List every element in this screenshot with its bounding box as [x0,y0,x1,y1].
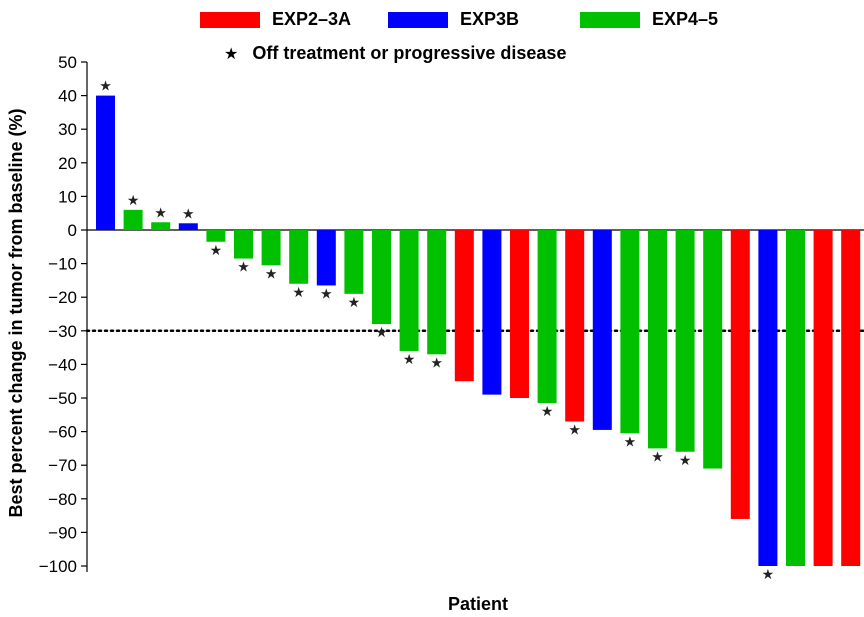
bar [482,230,502,395]
bar [261,230,281,266]
bar [289,230,309,284]
bar-star-marker: ★ [624,434,637,450]
bar [178,223,198,230]
bar [648,230,667,449]
bars-layer [96,95,861,566]
legend-swatch-exp2-3a [200,11,260,28]
legend-label-exp2-3a: EXP2–3A [272,9,352,29]
legend-label-exp4-5: EXP4–5 [652,9,719,29]
y-tick-label: 30 [58,120,77,139]
bar [813,230,833,566]
bar [454,230,474,382]
y-tick-label: −70 [48,456,77,475]
y-tick-label: −30 [48,322,77,341]
bar-star-marker: ★ [292,285,305,301]
bar-star-marker: ★ [182,206,195,222]
bar-star-marker: ★ [651,449,664,465]
legend-label-exp3b: EXP3B [460,9,520,29]
bar [565,230,585,422]
y-tick-label: −90 [48,523,77,542]
bar [841,230,861,566]
bar [537,230,557,404]
bar-star-marker: ★ [99,79,112,95]
bar-star-marker: ★ [375,325,388,341]
legend-item-marker: ★ Off treatment or progressive disease [224,43,566,64]
bar-star-marker: ★ [265,266,278,282]
bar [399,230,419,351]
y-tick-label: −40 [48,355,77,374]
bar [620,230,640,434]
bar [234,230,253,259]
legend-swatch-exp4-5 [580,11,640,28]
bar [123,209,143,230]
y-tick-label: 10 [58,187,77,206]
legend-item-exp4-5: EXP4–5 [580,9,718,30]
bar [786,230,805,566]
bar-star-marker: ★ [762,567,775,583]
bar [703,230,723,469]
bar [344,230,364,294]
bar [96,95,115,230]
legend-item-exp2-3a: EXP2–3A [200,9,351,30]
y-tick-label: −80 [48,490,77,509]
y-tick-label: −60 [48,423,77,442]
y-tick-label: −10 [48,255,77,274]
bar-star-marker: ★ [210,243,223,259]
bar-star-marker: ★ [237,260,250,276]
bar [316,230,336,286]
bar [510,230,529,398]
bar-star-marker: ★ [348,295,361,311]
bar-star-marker: ★ [568,423,581,439]
bar [592,230,612,430]
y-tick-label: −20 [48,288,77,307]
bar-star-marker: ★ [679,453,692,469]
bar-star-marker: ★ [403,352,416,368]
bar [730,230,750,519]
y-tick-label: −50 [48,389,77,408]
legend-item-exp3b: EXP3B [388,9,519,30]
bar-star-marker: ★ [154,205,167,221]
bar [758,230,778,566]
bar [372,230,391,325]
y-tick-label: 50 [58,53,77,72]
star-icon: ★ [224,45,239,63]
legend-label-marker: Off treatment or progressive disease [252,43,567,63]
y-tick-label: 0 [68,221,77,240]
bar [151,222,171,230]
legend-swatch-exp3b [388,11,448,28]
bar [675,230,695,452]
bar [427,230,447,355]
y-axis-label: Best percent change in tumor from baseli… [6,108,26,517]
bar-star-marker: ★ [320,286,333,302]
bar-star-marker: ★ [127,193,140,209]
y-tick-label: 20 [58,154,77,173]
bar-star-marker: ★ [541,404,554,420]
y-tick-label: 40 [58,87,77,106]
bar [206,230,226,242]
bar-star-marker: ★ [430,355,443,371]
x-axis-label: Patient [448,594,508,614]
y-tick-label: −100 [39,557,77,576]
stars-layer: ★ ★ ★ ★ ★ ★ ★ ★ ★ ★ ★ ★ ★ ★ ★ ★ ★ ★ ★ [99,79,774,583]
